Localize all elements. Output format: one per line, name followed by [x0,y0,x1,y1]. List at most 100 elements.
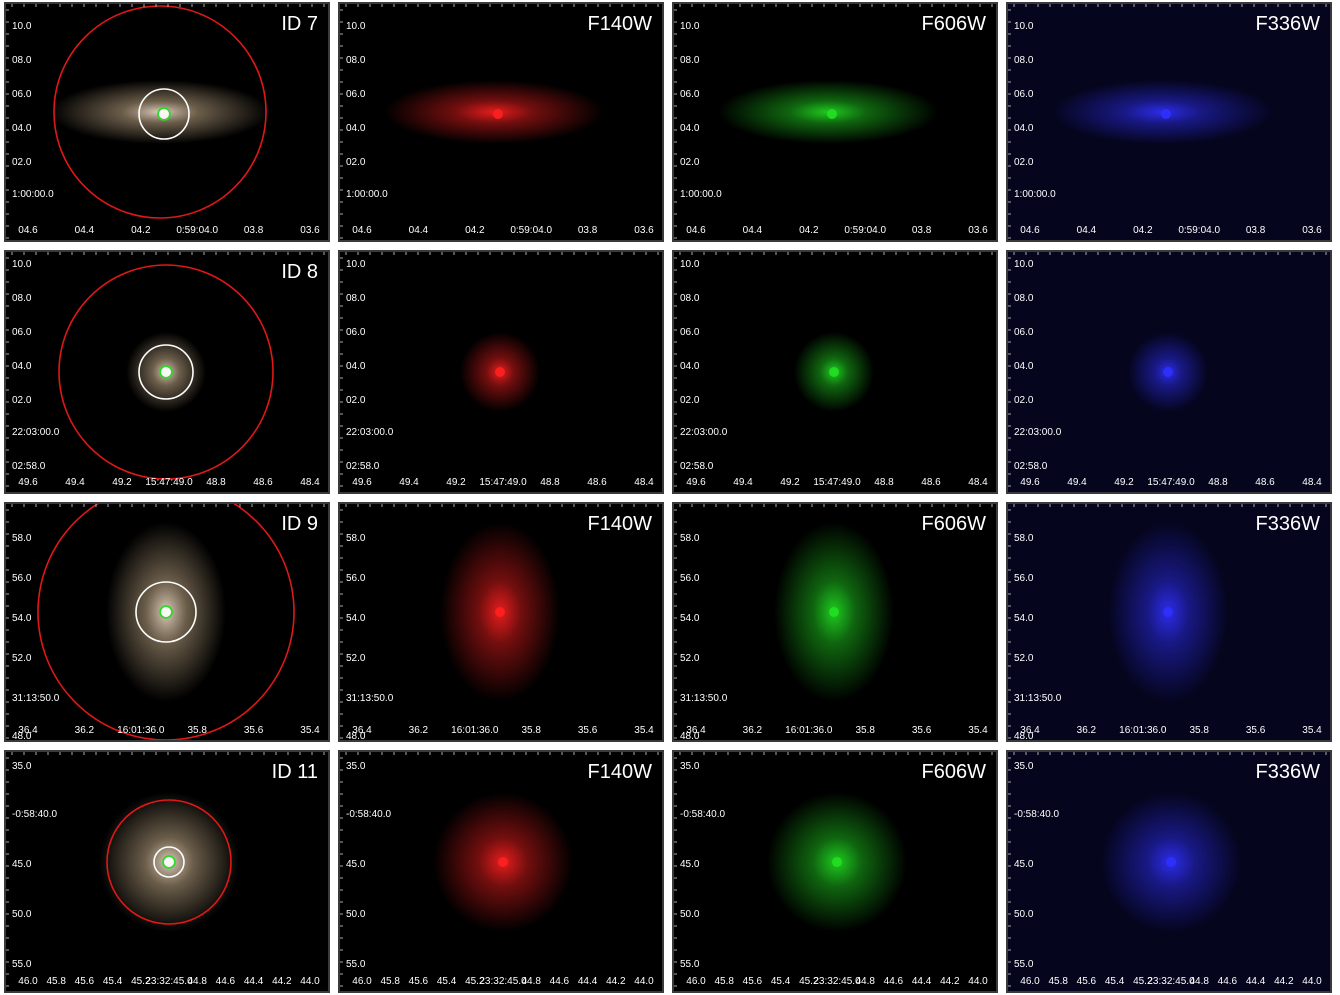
galaxy-image [718,80,938,144]
x-tick-label: 45.2 [465,976,485,987]
image-panel-green: 10.0 08.0 06.0 04.0 02.0 1:00:00.0 04.6 04.4 04.… [672,2,998,242]
y-tick-label: 02:58.0 [12,461,46,472]
x-tick-label: 45.6 [74,976,95,987]
x-tick-label: 46.0 [18,976,38,987]
x-tick-label: 44.8 [187,976,207,987]
filter-label: F336W [1255,13,1320,35]
y-tick-label: 50.0 [12,909,32,920]
axis-ticks [674,752,993,987]
x-tick-label: 03.6 [634,225,654,236]
x-tick-label: 49.6 [1020,477,1040,488]
y-tick-label: 55.0 [680,959,700,970]
y-tick-label: 52.0 [12,653,32,664]
x-tick-label: 03.8 [1245,225,1266,236]
y-tick-label: 22:03:00.0 [1014,427,1062,438]
axis-ticks [674,252,993,487]
y-tick-label: -0:58:40.0 [12,809,58,820]
galaxy-nucleus [495,607,505,617]
y-tick-label: 04.0 [1014,123,1034,134]
x-tick-label: 36.2 [1076,725,1097,736]
center-aperture-circle [159,605,173,619]
x-tick-label: 04.2 [799,225,819,236]
image-panel-blue: 58.0 56.0 54.0 52.0 31:13:50.0 48.0 36.4 36.2 16… [1006,502,1332,742]
x-tick-label: 44.6 [549,976,570,987]
image-panel-blue: 10.0 08.0 06.0 04.0 02.0 22:03:00.0 02:58.0 49.… [1006,250,1332,494]
x-tick-label: 36.2 [742,725,763,736]
x-tick-label: 49.6 [352,477,372,488]
x-tick-label: 0:59:04.0 [1178,225,1221,236]
y-tick-label: 08.0 [12,293,32,304]
y-tick-label: 31:13:50.0 [12,693,60,704]
x-tick-label: 36.4 [352,725,372,736]
x-tick-label: 45.8 [714,976,734,987]
y-tick-label: 45.0 [12,859,32,870]
x-tick-label: 49.4 [65,477,85,488]
x-tick-label: 15:47:49.0 [145,477,193,488]
x-tick-label: 03.6 [1302,225,1322,236]
y-tick-label: 02.0 [12,395,32,406]
y-tick-label: 08.0 [1014,55,1034,66]
x-tick-label: 49.4 [1067,477,1087,488]
x-tick-label: 44.0 [634,976,654,987]
galaxy-image [433,792,573,932]
y-tick-label: 35.0 [346,761,366,772]
y-tick-label: 56.0 [346,573,366,584]
x-tick-label: 45.4 [102,976,123,987]
x-tick-label: 44.6 [215,976,236,987]
y-tick-label: 08.0 [12,55,32,66]
x-tick-label: 44.6 [1217,976,1238,987]
x-tick-label: 45.8 [380,976,400,987]
galaxy-image [774,522,894,702]
x-tick-label: 35.8 [855,725,875,736]
x-tick-label: 36.4 [18,725,38,736]
axis-ticks [674,504,993,739]
y-tick-label: 10.0 [346,21,366,32]
x-tick-label: 04.6 [1020,225,1040,236]
y-tick-label: 10.0 [346,259,366,270]
galaxy-nucleus [164,857,174,867]
x-tick-label: 03.8 [911,225,932,236]
galaxy-image [460,332,540,412]
x-tick-label: 03.6 [968,225,988,236]
x-tick-label: 48.8 [206,477,226,488]
y-tick-label: 06.0 [1014,327,1034,338]
x-tick-label: 49.2 [446,477,466,488]
galaxy-nucleus [829,607,839,617]
x-tick-label: 04.6 [686,225,706,236]
x-tick-label: 23:32:45.0 [479,976,527,987]
y-tick-label: 02:58.0 [346,461,380,472]
y-tick-label: 04.0 [1014,361,1034,372]
inner-aperture-circle [138,88,190,140]
y-tick-label: 04.0 [680,123,700,134]
y-tick-label: 06.0 [12,89,32,100]
galaxy-image [50,5,270,219]
x-tick-label: 44.8 [521,976,541,987]
axis-ticks [6,252,325,487]
axis-ticks [340,752,659,987]
y-tick-label: 56.0 [680,573,700,584]
y-tick-label: 06.0 [680,89,700,100]
outer-aperture-circle [58,264,274,480]
x-tick-label: 44.4 [243,976,264,987]
x-tick-label: 44.2 [606,976,626,987]
galaxy-nucleus [832,857,842,867]
x-tick-label: 35.8 [521,725,541,736]
image-panel-blue: 10.0 08.0 06.0 04.0 02.0 1:00:00.0 04.6 04.4 04.… [1006,2,1332,242]
y-tick-label: 54.0 [346,613,366,624]
x-tick-label: 03.8 [243,225,264,236]
x-tick-label: 44.0 [300,976,320,987]
source-id-label: ID 11 [271,761,318,783]
x-tick-label: 35.4 [634,725,654,736]
image-panel-rgb: 10.0 08.0 06.0 04.0 02.0 22:03:00.0 02:58.0 49.… [4,250,330,494]
filter-label: F606W [921,13,986,35]
image-panel-red: 10.0 08.0 06.0 04.0 02.0 22:03:00.0 02:58.0 49.… [338,250,664,494]
center-aperture-circle [162,855,176,869]
x-tick-label: 04.4 [408,225,429,236]
x-tick-label: 48.8 [540,477,560,488]
y-tick-label: 56.0 [1014,573,1034,584]
x-tick-label: 36.2 [408,725,429,736]
y-tick-label: 22:03:00.0 [346,427,394,438]
y-tick-label: 48.0 [680,731,700,742]
y-tick-label: 04.0 [680,361,700,372]
filter-label: F336W [1255,513,1320,535]
